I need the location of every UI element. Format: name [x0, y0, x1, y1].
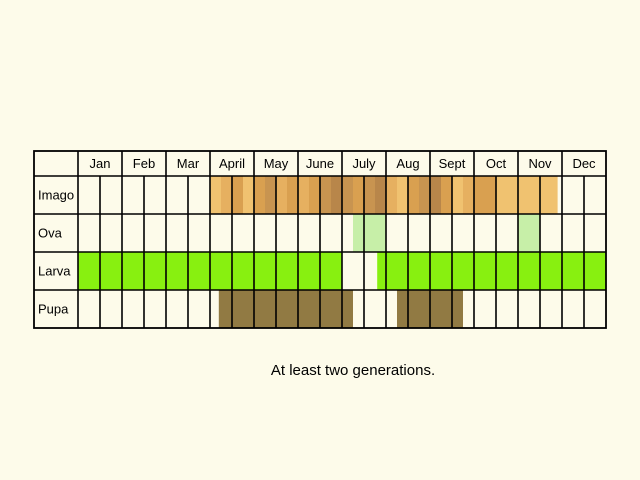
period-imago-19 [419, 176, 430, 214]
period-imago-23 [463, 176, 474, 214]
period-pupa-0 [218, 290, 353, 328]
period-imago-6 [276, 176, 287, 214]
period-imago-18 [408, 176, 419, 214]
period-imago-14 [364, 176, 375, 214]
period-imago-7 [287, 176, 298, 214]
period-ova-1 [518, 214, 540, 252]
period-imago-28 [518, 176, 529, 214]
month-label: Dec [572, 156, 596, 171]
period-imago-24 [474, 176, 485, 214]
month-label: May [264, 156, 289, 171]
period-imago-20 [430, 176, 441, 214]
period-imago-8 [298, 176, 309, 214]
period-imago-15 [375, 176, 386, 214]
period-imago-1 [221, 176, 232, 214]
stage-label-pupa: Pupa [38, 302, 69, 317]
period-imago-26 [496, 176, 507, 214]
period-imago-16 [386, 176, 397, 214]
month-label: Nov [528, 156, 552, 171]
period-imago-27 [507, 176, 518, 214]
month-label: Feb [133, 156, 155, 171]
month-label: June [306, 156, 334, 171]
calendar-labels: Jan Feb Mar April May June July Aug Sept Oct Nov De… [38, 156, 596, 317]
period-imago-25 [485, 176, 496, 214]
period-imago-5 [265, 176, 276, 214]
period-imago-2 [232, 176, 243, 214]
caption: At least two generations. [270, 362, 436, 379]
calendar-grid [33, 150, 607, 329]
month-label: April [219, 156, 245, 171]
period-imago-29 [529, 176, 540, 214]
month-label: Sept [439, 156, 466, 171]
period-ova-0 [353, 214, 386, 252]
period-imago-31 [551, 176, 558, 214]
stage-label-larva: Larva [38, 264, 71, 279]
period-imago-4 [254, 176, 265, 214]
period-imago-30 [540, 176, 551, 214]
period-imago-12 [342, 176, 353, 214]
month-label: Aug [396, 156, 419, 171]
period-imago-9 [309, 176, 320, 214]
period-imago-11 [331, 176, 342, 214]
stage-label-ova: Ova [38, 226, 63, 241]
month-label: Jan [90, 156, 111, 171]
month-label: Mar [177, 156, 200, 171]
period-imago-13 [353, 176, 364, 214]
stage-label-imago: Imago [38, 188, 74, 203]
period-imago-21 [441, 176, 452, 214]
period-imago-0 [210, 176, 221, 214]
period-larva-1 [377, 252, 606, 290]
month-label: Oct [486, 156, 507, 171]
period-imago-10 [320, 176, 331, 214]
period-imago-17 [397, 176, 408, 214]
period-imago-3 [243, 176, 254, 214]
month-label: July [352, 156, 376, 171]
period-imago-22 [452, 176, 463, 214]
